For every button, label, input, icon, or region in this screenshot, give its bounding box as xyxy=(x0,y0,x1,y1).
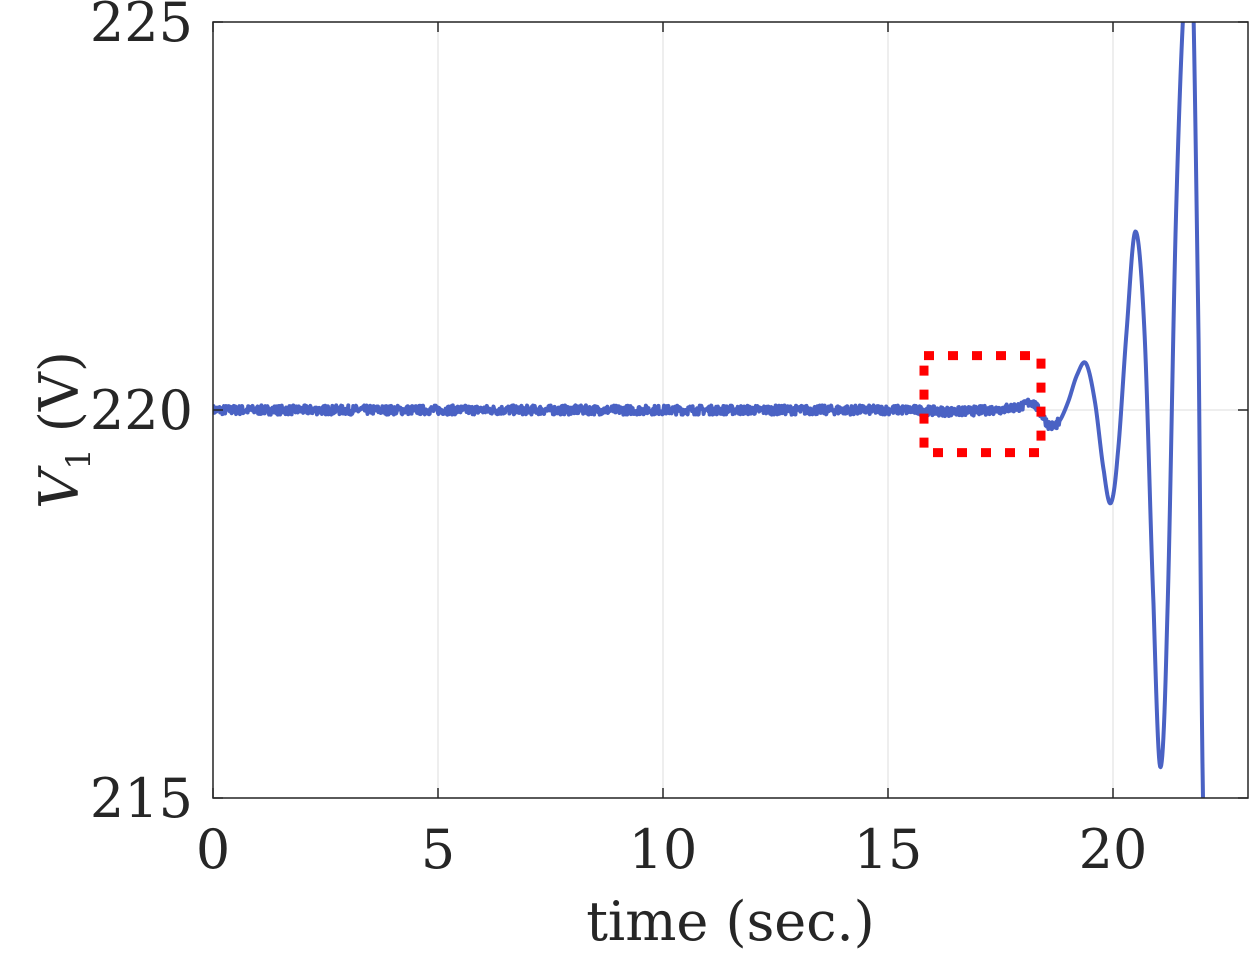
x-tick-labels: 0 5 10 15 20 xyxy=(196,818,1148,881)
y-tick-label: 220 xyxy=(90,379,193,442)
x-axis-label: time (sec.) xyxy=(586,890,875,953)
x-tick-label: 5 xyxy=(421,818,455,881)
y-axis-label: V1 (V) xyxy=(28,351,99,509)
y-tick-label: 215 xyxy=(90,767,193,830)
y-tick-labels: 215 220 225 xyxy=(90,0,193,830)
y-tick-label: 225 xyxy=(90,0,193,54)
x-tick-label: 0 xyxy=(196,818,230,881)
highlight-box xyxy=(919,351,1046,458)
x-tick-label: 20 xyxy=(1079,818,1148,881)
y-axis-label-symbol: V xyxy=(28,465,91,509)
x-tick-label: 15 xyxy=(854,818,923,881)
x-tick-label: 10 xyxy=(629,818,698,881)
axis-ticks xyxy=(212,21,1248,799)
plot-area xyxy=(213,22,1205,798)
y-axis-label-subscript: 1 xyxy=(59,448,99,470)
data-series-line xyxy=(213,22,1205,798)
y-axis-label-unit: (V) xyxy=(28,351,91,432)
